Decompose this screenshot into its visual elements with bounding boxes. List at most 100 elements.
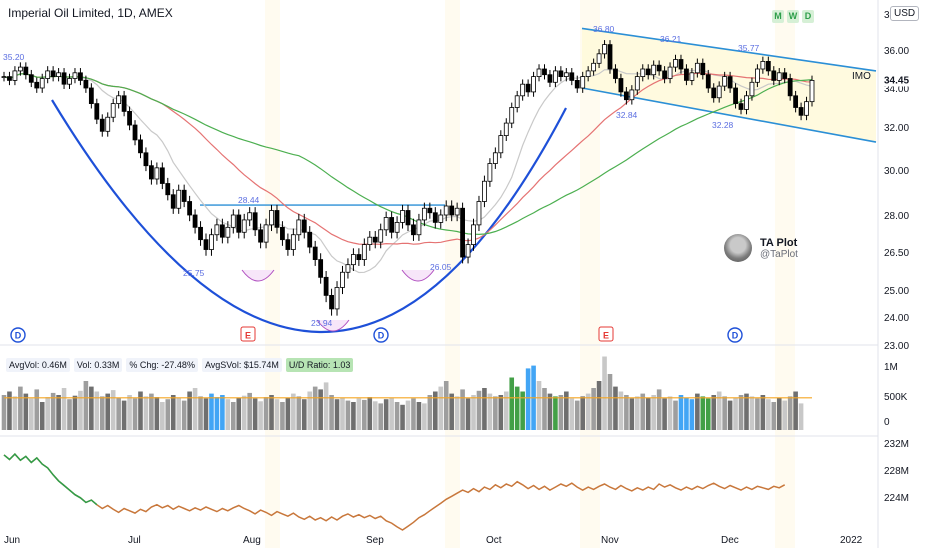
candle bbox=[662, 66, 667, 84]
candle-body bbox=[127, 111, 132, 126]
stat-avg-vol: AvgVol: 0.46M bbox=[6, 358, 70, 372]
volume-bar bbox=[640, 393, 646, 430]
candle-body bbox=[252, 212, 258, 231]
candle-body bbox=[487, 163, 493, 182]
candle bbox=[673, 54, 678, 72]
volume-bar bbox=[345, 400, 351, 430]
currency-button[interactable]: USD bbox=[890, 6, 920, 21]
volume-bar bbox=[165, 399, 171, 430]
candle bbox=[356, 248, 362, 266]
candle bbox=[531, 71, 536, 97]
volume-bar bbox=[334, 399, 340, 430]
candle-body bbox=[225, 226, 231, 238]
candle bbox=[591, 58, 597, 76]
candle-body bbox=[143, 152, 149, 167]
volume-bar bbox=[378, 403, 384, 430]
low-arc bbox=[316, 319, 350, 332]
candle-body bbox=[219, 224, 225, 238]
candle-body bbox=[45, 70, 51, 79]
candle bbox=[159, 162, 165, 190]
volume-bar bbox=[787, 396, 793, 430]
candle-body bbox=[755, 68, 760, 83]
candle bbox=[61, 68, 67, 89]
volume-bar bbox=[28, 398, 34, 430]
candle bbox=[432, 207, 438, 229]
candle-body bbox=[520, 83, 526, 97]
volume-bar bbox=[705, 398, 711, 430]
volume-bar bbox=[301, 399, 307, 430]
indicator-pane[interactable] bbox=[3, 453, 786, 531]
price-annotations: 35.20 25.75 28.44 23.94 26.05 36.80 32.84 36.21… bbox=[3, 24, 760, 343]
volume-bar bbox=[318, 389, 323, 430]
candle-body bbox=[618, 78, 624, 93]
volume-bar bbox=[476, 390, 482, 430]
interval-badge-day[interactable]: D bbox=[802, 10, 814, 23]
candle bbox=[345, 258, 351, 279]
volume-bar bbox=[198, 396, 203, 430]
candle-body bbox=[607, 44, 613, 70]
candle bbox=[476, 195, 482, 232]
event-marker: D bbox=[10, 327, 26, 343]
event-label: D bbox=[732, 331, 739, 341]
interval-badge-week[interactable]: W bbox=[787, 10, 799, 23]
candle bbox=[449, 200, 455, 222]
candle bbox=[88, 83, 94, 109]
volume-bar bbox=[695, 393, 700, 430]
event-marker: D bbox=[727, 327, 743, 343]
volume-bar bbox=[181, 400, 187, 430]
candle bbox=[656, 60, 662, 76]
candle-body bbox=[17, 66, 23, 72]
stat-vol: Vol: 0.33M bbox=[73, 358, 123, 372]
candle-body bbox=[809, 80, 815, 103]
candle-body bbox=[427, 207, 433, 214]
volume-pane[interactable] bbox=[1, 356, 812, 431]
volume-bar bbox=[749, 396, 755, 430]
volume-bar bbox=[400, 404, 405, 430]
candle-body bbox=[629, 89, 635, 101]
candle-body bbox=[176, 189, 182, 209]
volume-bar bbox=[569, 398, 575, 430]
grid bbox=[0, 0, 879, 548]
candle-body bbox=[776, 72, 782, 81]
candle-body bbox=[116, 95, 122, 105]
candle-body bbox=[154, 167, 160, 180]
volume-bar bbox=[585, 393, 591, 430]
candle-body bbox=[574, 80, 580, 89]
volume-bar bbox=[285, 397, 291, 430]
author-handle: @TaPlot bbox=[760, 248, 798, 260]
author-badge[interactable]: TA Plot @TaPlot bbox=[724, 234, 798, 262]
volume-bar bbox=[127, 395, 132, 430]
volume-bar bbox=[651, 395, 656, 430]
candle-body bbox=[159, 167, 165, 184]
interval-badge-month[interactable]: M bbox=[772, 10, 784, 23]
volume-bar bbox=[99, 396, 105, 430]
candle-body bbox=[443, 205, 449, 216]
candle-body bbox=[34, 81, 40, 89]
candle-body bbox=[727, 76, 733, 89]
candles[interactable] bbox=[1, 40, 815, 316]
volume-bar bbox=[220, 395, 225, 430]
candle bbox=[776, 68, 782, 86]
candle bbox=[138, 134, 143, 159]
event-marker: E bbox=[598, 326, 614, 342]
chart-title: Imperial Oil Limited, 1D, AMEX bbox=[8, 6, 173, 20]
volume-tick-label: 0 bbox=[884, 417, 890, 428]
candle-body bbox=[454, 207, 460, 216]
candle bbox=[727, 71, 733, 93]
candle bbox=[323, 271, 329, 303]
candle-body bbox=[542, 68, 547, 76]
volume-bar bbox=[602, 356, 607, 430]
candle bbox=[755, 64, 760, 88]
volume-bar bbox=[154, 397, 160, 430]
candle-body bbox=[345, 264, 351, 273]
candle bbox=[634, 71, 640, 95]
volume-bar bbox=[39, 402, 45, 430]
volume-bar bbox=[94, 391, 100, 430]
time-tick-label: Jul bbox=[128, 535, 141, 546]
candle-body bbox=[378, 229, 384, 243]
candle bbox=[405, 204, 411, 232]
time-tick-label: Aug bbox=[243, 535, 261, 546]
candle bbox=[602, 40, 607, 59]
candle bbox=[143, 147, 149, 172]
